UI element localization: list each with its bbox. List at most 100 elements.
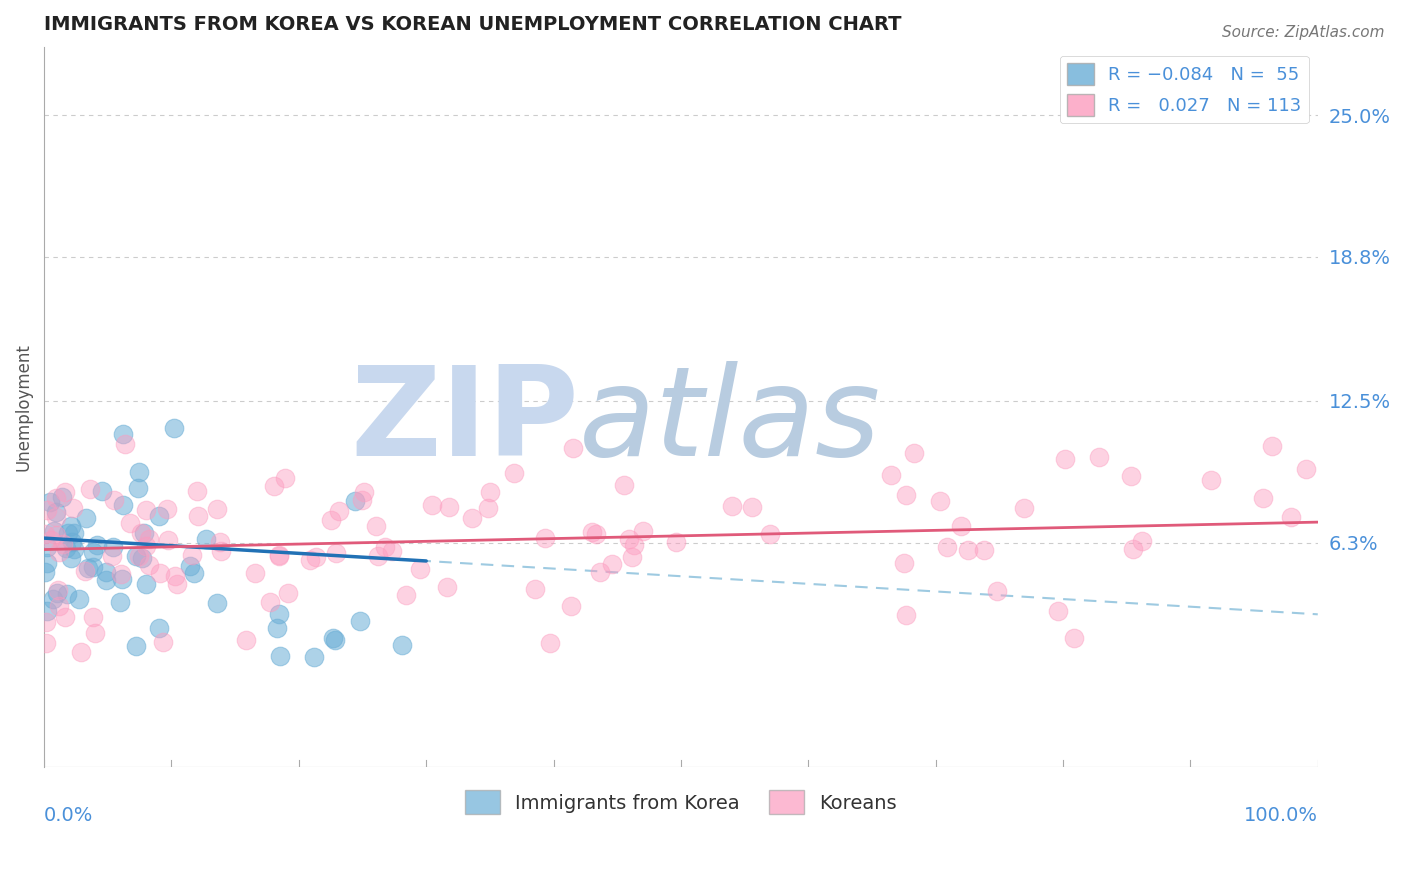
Point <box>128 465 150 479</box>
Point <box>135 576 157 591</box>
Point <box>585 526 607 541</box>
Point <box>55 541 77 556</box>
Text: 0.0%: 0.0% <box>44 806 93 825</box>
Point <box>148 622 170 636</box>
Point <box>437 500 460 514</box>
Point <box>343 494 366 508</box>
Point <box>45 528 67 542</box>
Point <box>101 540 124 554</box>
Point <box>62 535 84 549</box>
Y-axis label: Unemployment: Unemployment <box>15 343 32 471</box>
Point <box>84 625 107 640</box>
Point <box>46 582 69 597</box>
Point <box>267 607 290 621</box>
Point <box>321 513 343 527</box>
Point <box>613 478 636 492</box>
Point <box>367 549 389 564</box>
Text: atlas: atlas <box>579 360 882 482</box>
Point <box>209 534 232 549</box>
Point <box>39 533 62 548</box>
Point <box>602 557 624 571</box>
Point <box>62 501 84 516</box>
Point <box>70 645 93 659</box>
Point <box>1261 439 1284 453</box>
Legend: Immigrants from Korea, Koreans: Immigrants from Korea, Koreans <box>457 782 905 822</box>
Point <box>1201 473 1223 487</box>
Point <box>35 615 58 629</box>
Text: Source: ZipAtlas.com: Source: ZipAtlas.com <box>1222 25 1385 40</box>
Point <box>1295 461 1317 475</box>
Point <box>1251 491 1274 505</box>
Point <box>52 537 75 551</box>
Point <box>96 574 118 588</box>
Point <box>110 566 132 581</box>
Point <box>135 539 157 553</box>
Point <box>436 580 458 594</box>
Point <box>323 633 346 648</box>
Point <box>73 564 96 578</box>
Point <box>269 649 291 664</box>
Point <box>477 500 499 515</box>
Point <box>186 483 208 498</box>
Point <box>181 548 204 562</box>
Point <box>581 524 603 539</box>
Point <box>562 441 585 455</box>
Point <box>243 566 266 580</box>
Point <box>56 587 79 601</box>
Text: IMMIGRANTS FROM KOREA VS KOREAN UNEMPLOYMENT CORRELATION CHART: IMMIGRANTS FROM KOREA VS KOREAN UNEMPLOY… <box>44 15 901 34</box>
Point <box>134 525 156 540</box>
Point <box>35 636 58 650</box>
Point <box>274 471 297 485</box>
Point <box>950 518 973 533</box>
Point <box>1063 631 1085 645</box>
Point <box>59 519 82 533</box>
Point <box>127 482 149 496</box>
Point <box>58 526 80 541</box>
Point <box>328 504 350 518</box>
Point <box>420 498 443 512</box>
Point <box>929 493 952 508</box>
Point <box>266 621 288 635</box>
Point <box>353 484 375 499</box>
Point <box>101 549 124 563</box>
Point <box>1122 541 1144 556</box>
Point <box>63 525 86 540</box>
Point <box>103 493 125 508</box>
Point <box>79 483 101 497</box>
Point <box>263 479 285 493</box>
Point <box>1279 509 1302 524</box>
Point <box>135 503 157 517</box>
Point <box>207 596 229 610</box>
Point <box>936 540 959 554</box>
Point <box>1130 534 1153 549</box>
Point <box>149 566 172 580</box>
Point <box>461 511 484 525</box>
Point <box>381 544 404 558</box>
Point <box>391 638 413 652</box>
Point <box>114 436 136 450</box>
Point <box>183 566 205 580</box>
Point <box>1014 500 1036 515</box>
Point <box>195 532 218 546</box>
Point <box>166 576 188 591</box>
Point <box>479 485 502 500</box>
Point <box>53 609 76 624</box>
Point <box>42 524 65 538</box>
Point <box>534 531 557 545</box>
Point <box>86 538 108 552</box>
Point <box>894 488 917 502</box>
Point <box>76 560 98 574</box>
Point <box>128 549 150 563</box>
Point <box>152 635 174 649</box>
Point <box>879 468 901 483</box>
Point <box>299 553 322 567</box>
Point <box>35 556 58 570</box>
Point <box>325 546 347 560</box>
Point <box>163 421 186 435</box>
Point <box>82 560 104 574</box>
Point <box>179 559 201 574</box>
Point <box>48 599 70 614</box>
Point <box>349 614 371 628</box>
Point <box>1053 452 1076 467</box>
Point <box>277 586 299 600</box>
